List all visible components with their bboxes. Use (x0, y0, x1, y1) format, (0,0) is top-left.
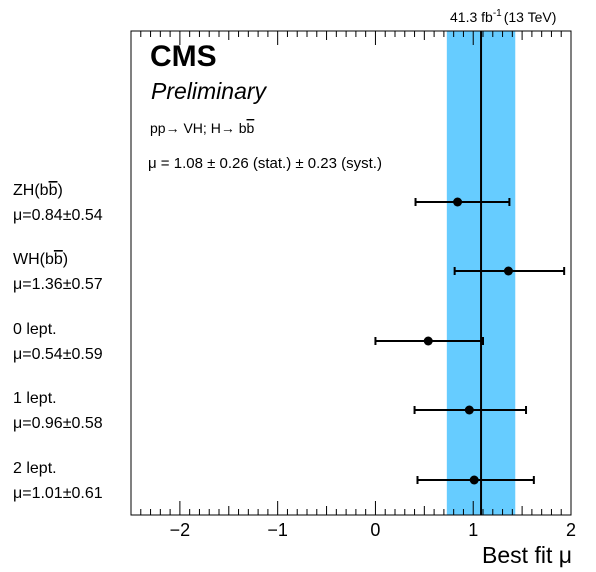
process-part2: VH; H (180, 120, 221, 136)
process-part1: pp (150, 120, 166, 136)
combined-result-text: μ = 1.08 ± 0.26 (stat.) ± 0.23 (syst.) (148, 155, 382, 172)
category-value: μ=1.36±0.57 (13, 276, 103, 293)
category-points: ZH(bb) μ=0.84±0.54 WH(bb) μ=1.36±0.57 0 lept… (13, 182, 566, 502)
luminosity-value: 41.3 fb (450, 9, 493, 25)
data-point (453, 197, 463, 207)
category-label: WH(bb) (13, 251, 68, 268)
cms-logo: CMS (150, 40, 217, 73)
luminosity-exponent: -1 (493, 8, 502, 19)
process-arrow1: → (166, 120, 180, 136)
process-part3: b (235, 120, 247, 136)
process-bbar: b (247, 120, 255, 136)
process-arrow2: → (221, 120, 235, 136)
category-value: μ=0.84±0.54 (13, 207, 103, 224)
x-tick-label: −1 (267, 520, 288, 540)
data-point (503, 266, 513, 276)
category-value: μ=0.96±0.58 (13, 415, 103, 432)
category-value: μ=1.01±0.61 (13, 485, 103, 502)
process-label: pp→ VH; H→ bb (150, 120, 255, 136)
preliminary-label: Preliminary (151, 78, 268, 104)
x-tick-label: 1 (468, 520, 478, 540)
plot-frame (130, 30, 572, 516)
category-value: μ=0.54±0.59 (13, 346, 103, 363)
energy-label: (13 TeV) (504, 9, 557, 25)
category-label: 1 lept. (13, 390, 57, 407)
category-label: ZH(bb) (13, 182, 63, 199)
luminosity-label: 41.3 fb-1 (13 TeV) (450, 8, 556, 25)
x-axis-title: Best fit μ (482, 542, 572, 568)
x-tick-label: −2 (170, 520, 191, 540)
data-point (423, 336, 433, 346)
x-tick-label: 2 (566, 520, 576, 540)
x-axis: −2 −1 0 1 2 (130, 31, 576, 540)
category-label: 2 lept. (13, 460, 57, 477)
x-tick-label: 0 (370, 520, 380, 540)
data-point (464, 405, 474, 415)
category-label: 0 lept. (13, 321, 57, 338)
data-point (469, 475, 479, 485)
